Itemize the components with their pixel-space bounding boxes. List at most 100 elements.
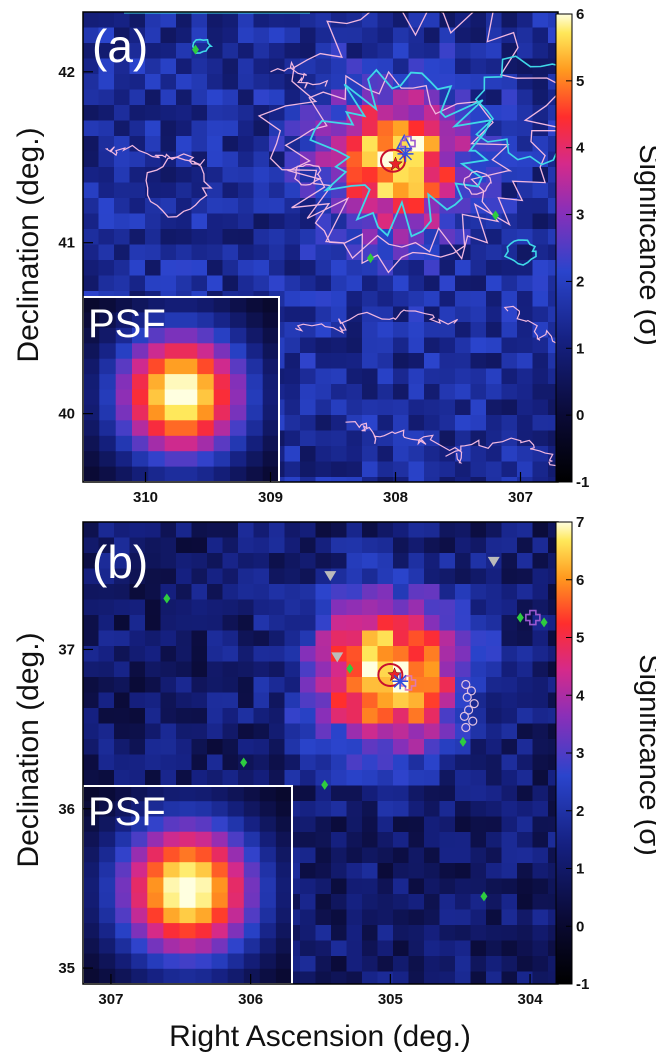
heatmap-cell (517, 229, 534, 246)
heatmap-cell (501, 105, 518, 122)
triangle-down-marker (324, 571, 337, 582)
heatmap-cell (346, 971, 363, 984)
heatmap-cell (346, 461, 363, 478)
psf-cell (246, 297, 264, 313)
heatmap-cell (160, 646, 177, 663)
heatmap-cell (455, 291, 472, 308)
psf-cell (115, 877, 132, 894)
psf-cell (115, 374, 133, 391)
heatmap-cell (114, 754, 131, 771)
heatmap-cell (532, 646, 549, 663)
psf-cell (164, 466, 182, 483)
psf-cell (230, 343, 247, 360)
heatmap-cell (486, 399, 503, 416)
heatmap-cell (408, 58, 425, 75)
psf-cell (211, 831, 229, 848)
heatmap-cell (501, 477, 518, 482)
heatmap-cell (145, 89, 162, 106)
heatmap-cell (501, 971, 518, 984)
psf-label-b: PSF (88, 790, 166, 834)
psf-cell (262, 451, 280, 468)
heatmap-cell (486, 229, 503, 246)
heatmap-cell (408, 770, 425, 787)
psf-cell (99, 892, 116, 909)
heatmap-cell (160, 120, 177, 137)
heatmap-cell (439, 136, 456, 153)
heatmap-cell (284, 661, 301, 678)
contour-line (257, 12, 558, 261)
heatmap-cell (408, 27, 425, 44)
heatmap-cell (315, 537, 332, 554)
heatmap-cell (315, 878, 332, 895)
psf-cell (147, 801, 164, 817)
psf-label-a: PSF (88, 302, 166, 346)
heatmap-cell (98, 167, 115, 184)
heatmap-cell (300, 754, 317, 771)
psf-inset-b (82, 785, 293, 985)
heatmap-cell (548, 770, 558, 787)
heatmap-cell (548, 708, 558, 725)
heatmap-cell (284, 43, 301, 60)
psf-cell (181, 435, 198, 452)
heatmap-cell (98, 708, 115, 725)
heatmap-cell (377, 151, 394, 168)
heatmap-cell (408, 661, 425, 678)
heatmap-cell (486, 909, 503, 926)
psf-cell (115, 907, 132, 924)
heatmap-cell (98, 584, 115, 601)
heatmap-cell (486, 708, 503, 725)
heatmap-cell (129, 599, 146, 616)
heatmap-cell (362, 58, 379, 75)
heatmap-cell (470, 446, 487, 463)
psf-cell (181, 404, 198, 421)
heatmap-cell (346, 167, 363, 184)
heatmap-cell (455, 971, 472, 984)
heatmap-cell (346, 801, 363, 818)
colorbar-gradient-a (555, 13, 573, 483)
psf-cell (115, 420, 133, 437)
heatmap-cell (377, 58, 394, 75)
heatmap-cell (207, 754, 224, 771)
heatmap-cell (408, 213, 425, 230)
psf-cell (115, 938, 132, 955)
heatmap-cell (408, 925, 425, 942)
heatmap-cell (408, 522, 425, 539)
heatmap-cell (455, 384, 472, 401)
psf-cell (246, 327, 264, 344)
psf-cell (246, 374, 264, 391)
heatmap-cell (486, 754, 503, 771)
heatmap-cell (377, 832, 394, 849)
heatmap-cell (129, 136, 146, 153)
heatmap-cell (222, 27, 239, 44)
heatmap-cell (145, 260, 162, 277)
heatmap-cell (331, 229, 348, 246)
heatmap-cell (284, 537, 301, 554)
heatmap-cell (517, 630, 534, 647)
heatmap-cell (331, 599, 348, 616)
psf-cell (164, 327, 182, 344)
psf-cell (99, 451, 117, 468)
heatmap-cell (517, 878, 534, 895)
psf-cell (246, 343, 264, 360)
heatmap-cell (269, 229, 286, 246)
heatmap-cell (548, 646, 558, 663)
heatmap-cell (455, 925, 472, 942)
heatmap-cell (346, 12, 363, 29)
heatmap-cell (269, 553, 286, 570)
contour-line (294, 163, 322, 186)
contour-line (445, 437, 558, 467)
heatmap-cell (315, 646, 332, 663)
heatmap-cell (393, 739, 410, 756)
heatmap-cell (284, 384, 301, 401)
psf-cell (148, 343, 166, 360)
heatmap-cell (408, 847, 425, 864)
heatmap-cell (517, 198, 534, 215)
psf-cell (275, 923, 293, 939)
heatmap-cell (408, 878, 425, 895)
heatmap-cell (98, 615, 115, 632)
heatmap-cell (532, 754, 549, 771)
heatmap-cell (207, 646, 224, 663)
heatmap-cell (269, 661, 286, 678)
psf-cell (131, 862, 148, 878)
